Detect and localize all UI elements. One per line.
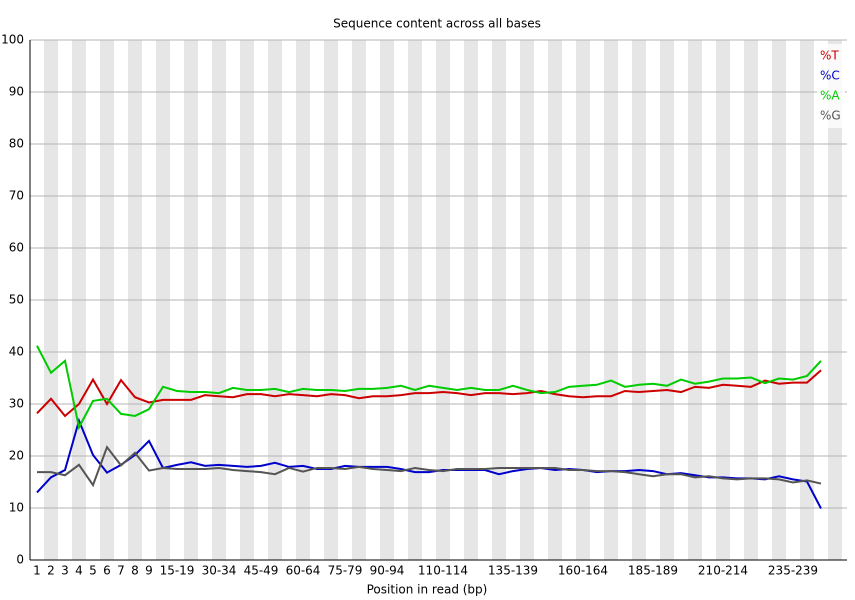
legend-label: %A (820, 89, 840, 103)
legend-label: %T (820, 49, 839, 63)
y-tick-label: 70 (9, 189, 24, 203)
x-tick-label: 4 (75, 564, 83, 578)
legend-label: %C (820, 69, 840, 83)
y-tick-label: 20 (9, 449, 24, 463)
x-axis-label: Position in read (bp) (367, 583, 488, 597)
x-tick-label: 2 (47, 564, 55, 578)
x-tick-label: 60-64 (286, 564, 321, 578)
chart-title: Sequence content across all bases (333, 17, 541, 31)
legend-label: %G (820, 109, 841, 123)
x-tick-label: 30-34 (202, 564, 237, 578)
y-tick-label: 10 (9, 501, 24, 515)
series-line (36, 369, 822, 418)
x-tick-label: 6 (103, 564, 111, 578)
x-tick-label: 45-49 (244, 564, 279, 578)
y-tick-label: 40 (9, 345, 24, 359)
x-tick-label: 3 (61, 564, 69, 578)
x-tick-label: 235-239 (768, 564, 818, 578)
y-tick-label: 100 (1, 33, 24, 47)
y-tick-label: 60 (9, 241, 24, 255)
x-tick-label: 185-189 (628, 564, 678, 578)
x-tick-label: 1 (33, 564, 41, 578)
y-tick-label: 50 (9, 293, 24, 307)
x-tick-label: 210-214 (698, 564, 748, 578)
y-tick-label: 90 (9, 85, 24, 99)
x-tick-label: 7 (117, 564, 125, 578)
x-tick-label: 15-19 (160, 564, 195, 578)
x-tick-label: 9 (145, 564, 153, 578)
x-tick-label: 135-139 (488, 564, 538, 578)
legend-box (817, 44, 845, 128)
y-tick-label: 30 (9, 397, 24, 411)
x-tick-label: 90-94 (370, 564, 405, 578)
y-tick-label: 0 (16, 553, 24, 567)
x-tick-label: 110-114 (418, 564, 468, 578)
x-tick-label: 160-164 (558, 564, 608, 578)
y-tick-label: 80 (9, 137, 24, 151)
series-line (36, 345, 822, 431)
x-tick-label: 75-79 (328, 564, 363, 578)
x-tick-label: 8 (131, 564, 139, 578)
x-tick-label: 5 (89, 564, 97, 578)
series-line (36, 417, 822, 509)
series-line (37, 445, 822, 488)
